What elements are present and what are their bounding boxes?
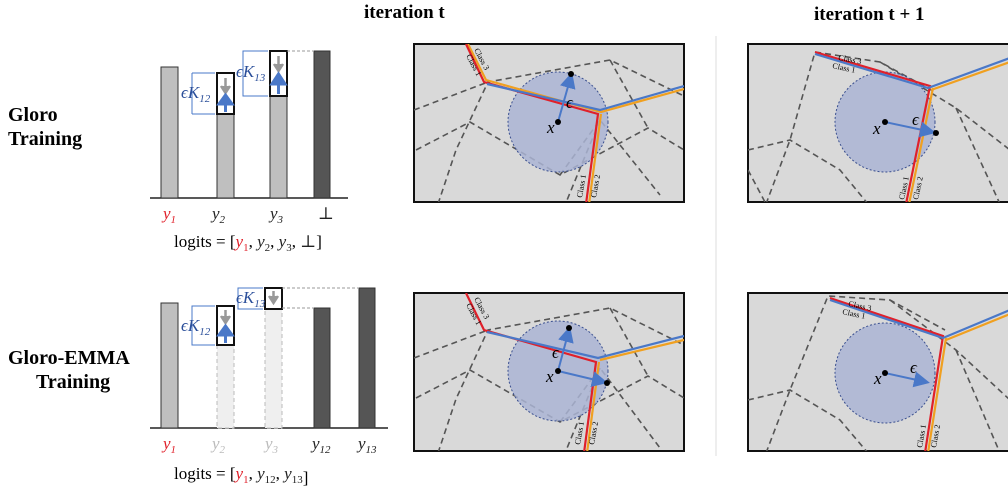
panel-gloro-t1-x-point [882, 119, 888, 125]
emma-bar-label: y3 [263, 434, 279, 456]
panel-gloro-t1-eps: ϵ [912, 110, 920, 129]
panel-gloro-t1-dashes [748, 51, 1008, 202]
gloro-blue-arrow-y3 [269, 71, 288, 94]
panel-gloro-t1-eps-arrow [884, 121, 936, 138]
emma-gray-arrow-y2 [219, 310, 232, 326]
panel-gloro-t-boundary-orange2 [588, 113, 603, 202]
panel-gloro-t-adv-point [568, 71, 574, 77]
panel-emma-t1: ϵ x Class 3 Class 1 Class 1 Class 2 [747, 292, 1008, 452]
panel-gloro-t-boundary-red [465, 44, 600, 202]
panel-gloro-t: ϵ x Class 3 Class 1 Class 1 Class 2 [413, 43, 685, 203]
panel-emma-t1-x-point [882, 370, 888, 376]
row-label-emma-2: Training [36, 371, 110, 393]
emma-bar-label: y12 [310, 434, 331, 456]
emma-bar-label: y2 [210, 434, 226, 456]
panel-emma-t-eps: ϵ [552, 343, 560, 362]
emma-bar-y2-ghost [216, 344, 235, 429]
header-iteration-t1: iteration t + 1 [814, 4, 925, 25]
panel-emma-t-boundary-red [465, 293, 598, 451]
panel-emma-t-class1b: Class 1 [573, 421, 586, 446]
emma-gray-arrow-y3 [267, 291, 280, 306]
header-iteration-t: iteration t [364, 2, 445, 23]
panel-gloro-t-boundary-blue [486, 82, 684, 112]
panel-emma-t-adv-point [566, 325, 572, 331]
panel-gloro-t1-boundary-blue [814, 52, 1008, 90]
gloro-bar-y3 [269, 95, 288, 199]
panel-gloro-t1-boundary-red [814, 50, 932, 202]
panel-emma-t-x: x [545, 367, 554, 386]
emma-bar-chart: ϵK12 ϵK13 [150, 287, 388, 429]
emma-logits-line: logits = [y1, y12, y13] [174, 464, 308, 487]
panel-gloro-t-eps-arrow [557, 72, 576, 123]
row-label-gloro-1: Gloro [8, 104, 58, 126]
emma-eps-k13: ϵK13 [236, 288, 266, 310]
gloro-bar-labels: y1 y2 y3 ⊥ [161, 204, 334, 226]
gloro-bar-y1 [160, 66, 179, 199]
panel-gloro-t-class1b: Class 1 [575, 174, 588, 199]
gloro-eps-k13: ϵK13 [236, 62, 266, 84]
panel-gloro-t1-x: x [872, 119, 881, 138]
panel-emma-t1-x: x [873, 369, 882, 388]
panel-emma-t-eps-arrow2 [557, 370, 608, 387]
panel-gloro-t1-class3: Class 3 [838, 53, 863, 66]
panel-emma-t1-dashes [748, 295, 1008, 451]
gloro-eps-k12: ϵK12 [181, 83, 211, 105]
panel-gloro-t1-adv-point [933, 130, 939, 136]
emma-bar-y13 [358, 287, 376, 429]
emma-blue-arrow-y2 [216, 323, 235, 343]
panel-emma-t1-class1b: Class 1 [915, 424, 928, 449]
panel-emma-t1-eps: ϵ [910, 358, 918, 377]
panel-emma-t-class2: Class 2 [587, 421, 600, 446]
gloro-bar-chart: ϵK12 ϵK13 [150, 50, 348, 199]
panel-emma-t1-boundary-red [829, 296, 945, 451]
row-label-gloro-2: Training [8, 128, 82, 150]
emma-bar-label: y1 [161, 434, 176, 456]
emma-bar-y3-ghost [264, 308, 283, 429]
gloro-blue-arrow-y2 [216, 92, 235, 112]
panel-emma-t-boundary-orange [599, 338, 684, 362]
panel-emma-t-boundary-blue [486, 330, 684, 360]
row-label-emma-1: Gloro-EMMA [8, 347, 130, 369]
panel-emma-t1-boundary-blue [829, 298, 1008, 340]
gloro-bar-bot [313, 50, 331, 199]
emma-eps-k12: ϵK12 [181, 316, 211, 338]
panel-gloro-t-eps: ϵ [566, 93, 574, 112]
emma-bar-y12 [313, 307, 331, 429]
gloro-bar-y2 [216, 113, 235, 199]
gloro-bracket-k12 [191, 72, 215, 115]
gloro-logits-line: logits = [y1, y2, y3, ⊥] [174, 232, 322, 254]
panel-emma-t: ϵ x Class 3 Class 1 Class 1 Class 2 [413, 292, 685, 452]
panel-emma-t1-boundary-orange [945, 313, 1008, 342]
panel-emma-t-eps-arrow [557, 326, 574, 372]
panel-gloro-t1: ϵ x Class 3 Class 1 Class 1 Class 2 [747, 43, 1008, 203]
panel-gloro-t-class2: Class 2 [589, 174, 602, 199]
gloro-bar-label: y3 [268, 204, 284, 226]
gloro-bar-label: y2 [210, 204, 226, 226]
panel-gloro-t1-boundary-orange [930, 61, 1008, 92]
emma-bracket-k13 [237, 287, 263, 310]
panel-gloro-t-x: x [546, 118, 555, 137]
gloro-bar-label: y1 [161, 204, 176, 226]
emma-bracket-k12 [191, 305, 215, 346]
gloro-bar-label: ⊥ [318, 204, 334, 223]
panel-emma-t-x-point [555, 368, 561, 374]
emma-bar-label: y13 [356, 434, 377, 456]
panel-emma-t1-boundary-orange2 [927, 337, 948, 451]
gloro-gray-arrow-y3 [272, 56, 285, 74]
panel-emma-t1-class2: Class 2 [929, 424, 942, 449]
emma-bar-labels: y1 y2 y3 y12 y13 [161, 434, 377, 456]
panel-emma-t1-eps-arrow [884, 371, 930, 388]
panel-gloro-t1-boundary-orange2 [908, 87, 935, 202]
panel-emma-t-adv-point2 [604, 380, 610, 386]
panel-gloro-t-x-point [555, 119, 561, 125]
emma-bar-y1 [160, 302, 179, 429]
gloro-bracket-k13 [242, 50, 268, 97]
